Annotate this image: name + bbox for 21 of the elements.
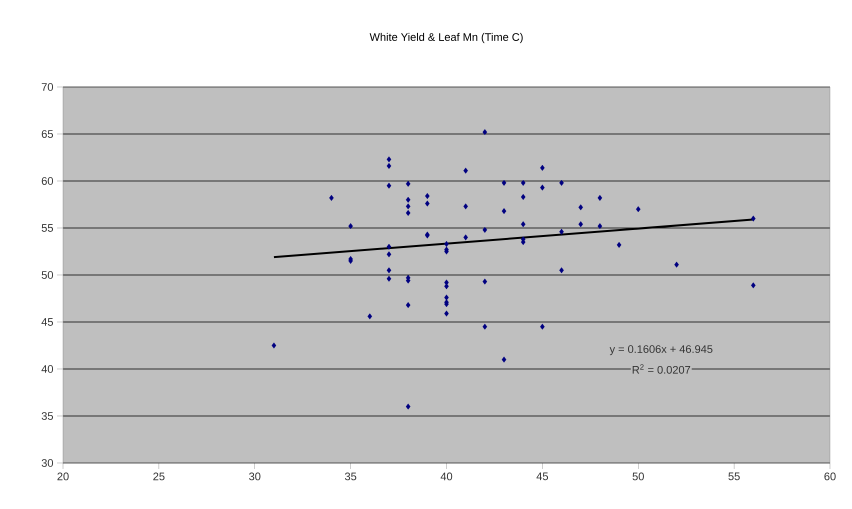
annotation: y = 0.1606x + 46.945 — [610, 345, 712, 356]
y-tick-label: 65 — [42, 130, 54, 138]
y-tick-label: 50 — [42, 271, 54, 279]
y-tick-label: 55 — [42, 224, 54, 232]
x-tick-label: 35 — [344, 472, 356, 480]
y-tick-label: 40 — [41, 365, 54, 373]
x-tick-label: 40 — [440, 472, 452, 480]
y-tick-label: 35 — [42, 412, 54, 420]
y-tick-label: 30 — [42, 459, 54, 467]
x-tick-label: 30 — [249, 472, 260, 480]
chart-title: White Yield & Leaf Mn (Time C) — [370, 32, 523, 44]
x-tick-label: 60 — [824, 472, 836, 480]
y-tick-label: 70 — [42, 83, 54, 91]
y-tick-label: 60 — [42, 177, 54, 185]
x-tick-label: 50 — [632, 472, 644, 480]
x-tick-label: 25 — [153, 472, 165, 480]
x-tick-label: 45 — [536, 472, 548, 480]
x-tick-label: 20 — [57, 472, 69, 480]
x-tick-label: 55 — [728, 472, 740, 480]
annotation: R$^{2}$ = 0.0207 — [632, 364, 690, 374]
y-tick-label: 45 — [41, 318, 54, 326]
